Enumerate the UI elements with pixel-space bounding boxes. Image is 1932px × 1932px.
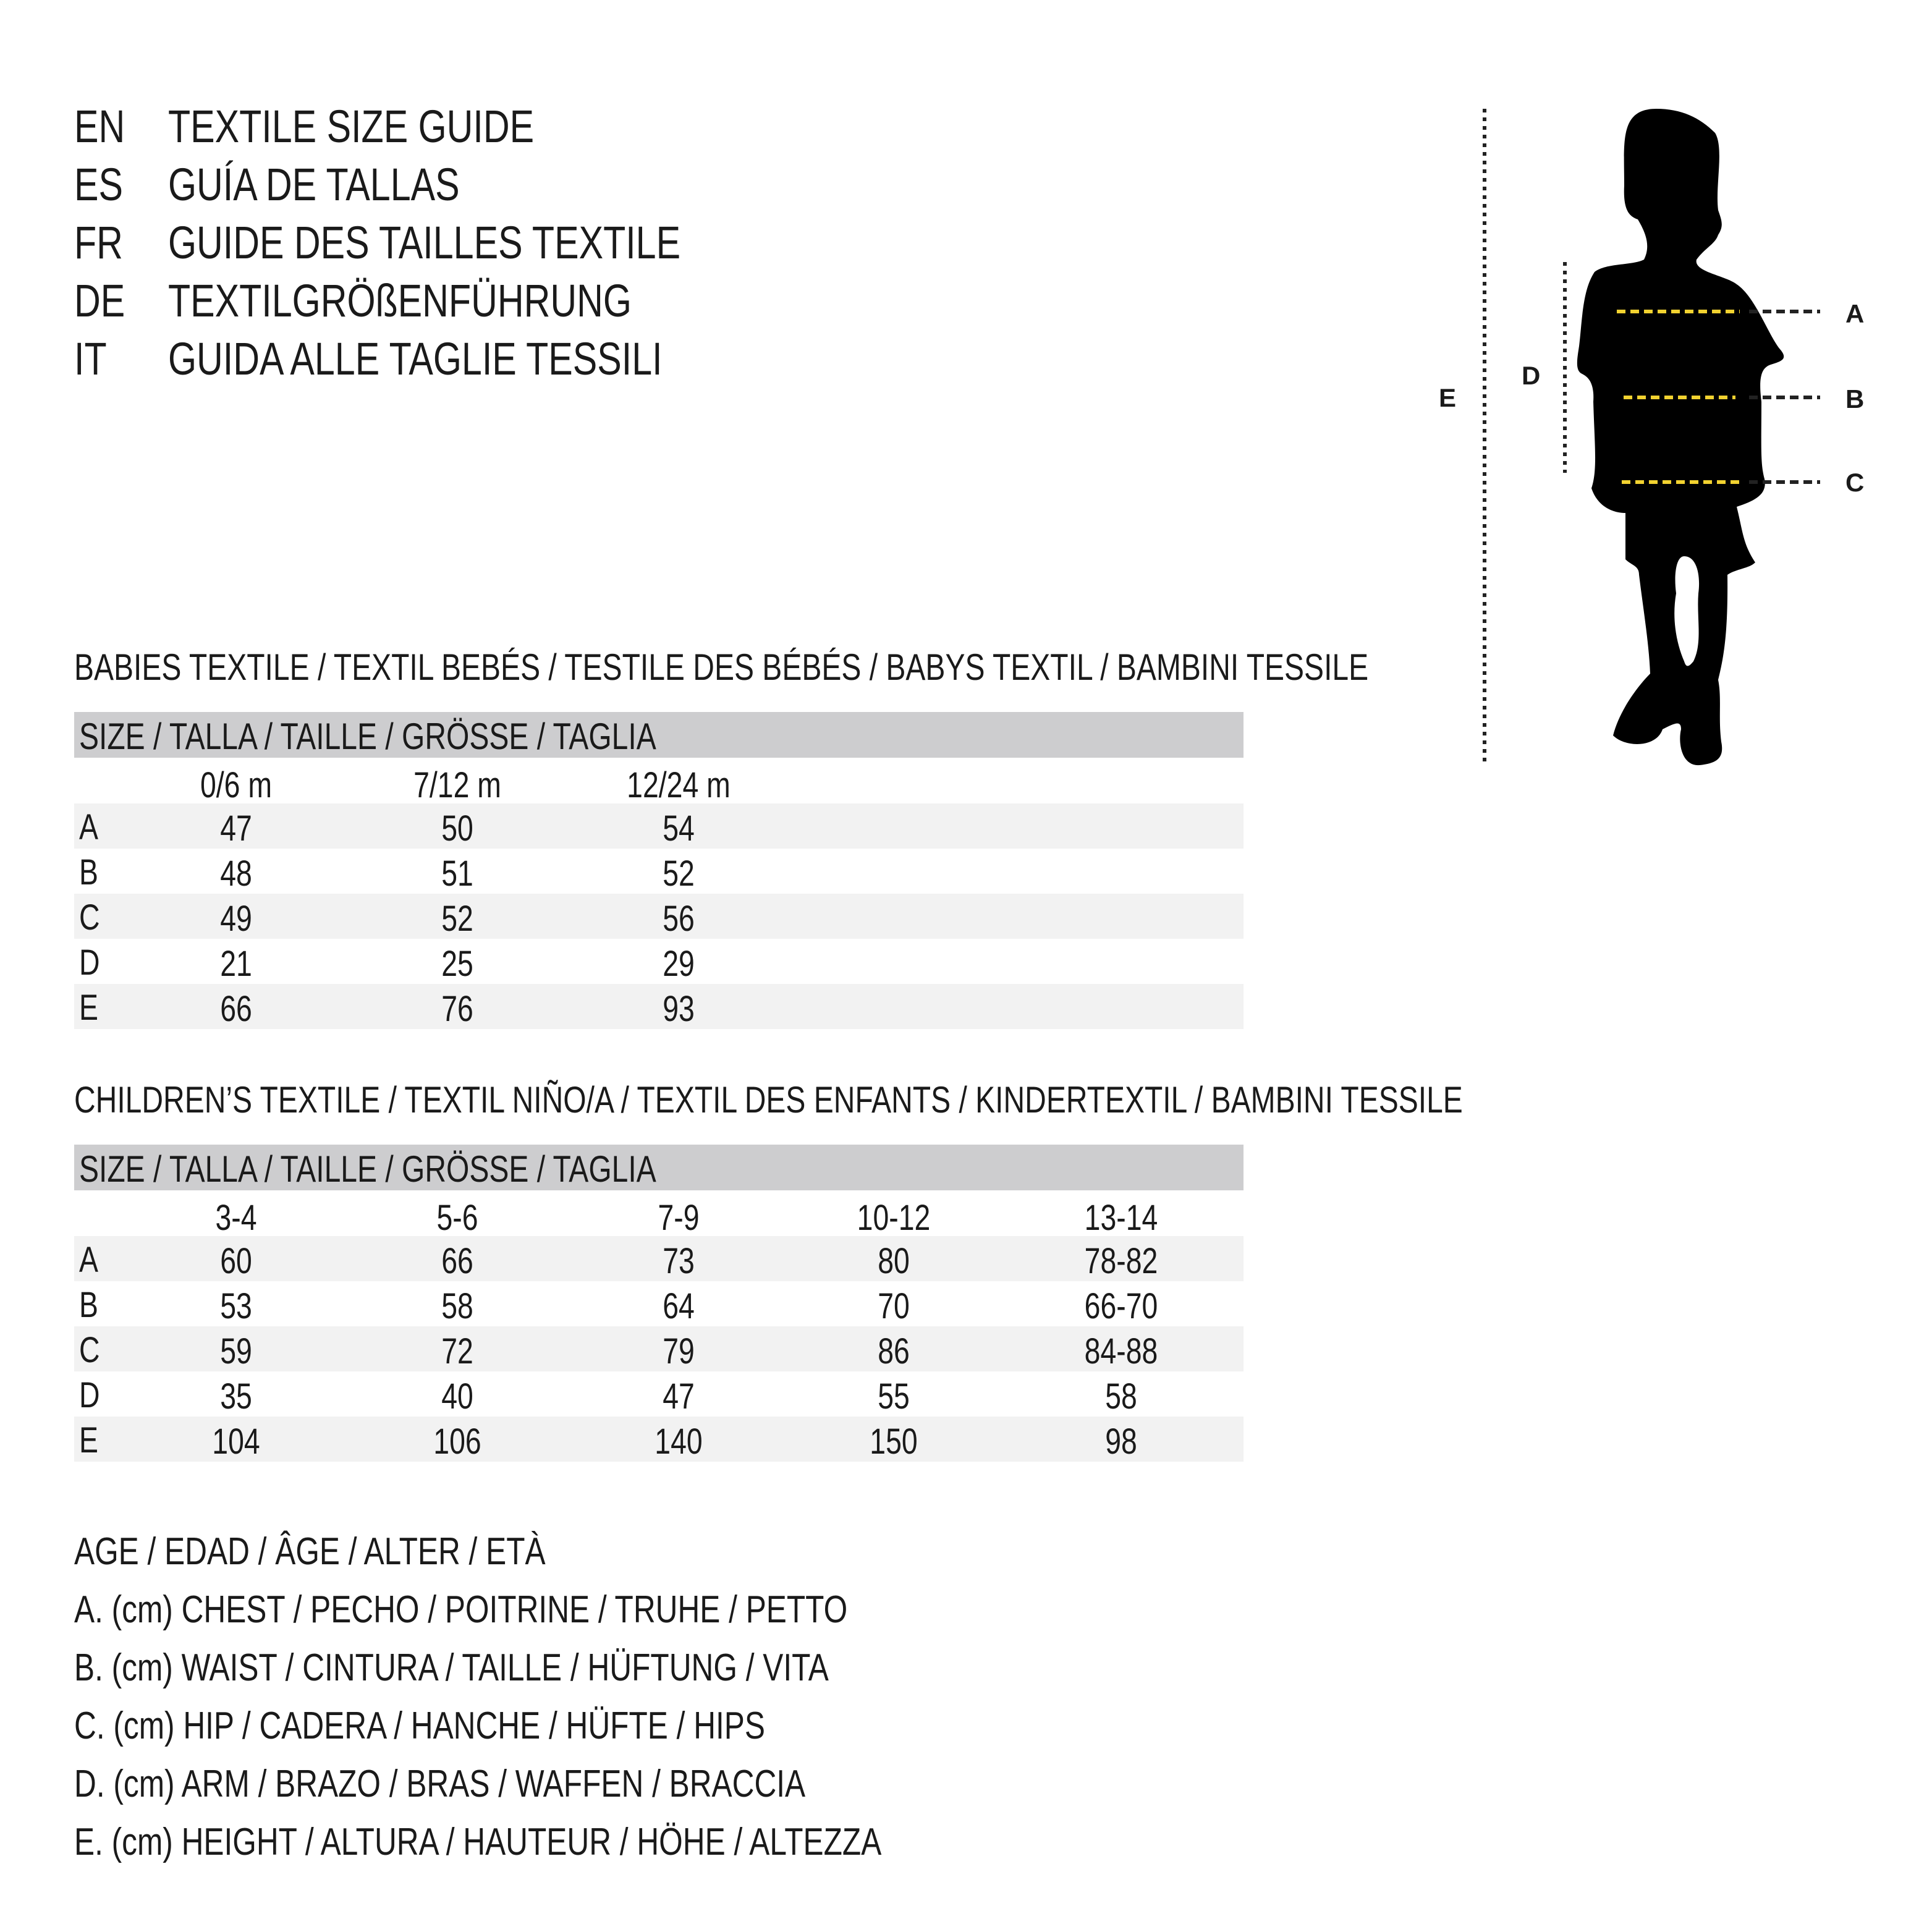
table-cell: 55 <box>878 1376 910 1417</box>
language-code: IT <box>74 333 107 384</box>
table-cell: 50 <box>441 808 473 849</box>
column-header: 0/6 m <box>200 765 273 805</box>
table-cell: 59 <box>220 1331 252 1371</box>
row-label: C <box>79 1330 100 1370</box>
label-c: C <box>1845 468 1865 497</box>
table-cell: 60 <box>220 1241 252 1281</box>
table-cell: 47 <box>220 808 252 849</box>
guide-title: GUÍA DE TALLAS <box>168 159 460 210</box>
table-cell: 66 <box>441 1241 473 1281</box>
size-header: SIZE / TALLA / TAILLE / GRÖSSE / TAGLIA <box>79 716 656 757</box>
row-label: E <box>79 988 98 1028</box>
table-cell: 40 <box>441 1376 473 1417</box>
table-cell: 52 <box>663 854 695 894</box>
table-cell: 79 <box>663 1331 695 1371</box>
table-cell: 58 <box>441 1286 473 1326</box>
row-label: B <box>79 852 98 892</box>
row-label: A <box>79 1240 98 1280</box>
table-row <box>74 803 1244 849</box>
column-header: 13-14 <box>1084 1198 1158 1238</box>
column-header: 3-4 <box>215 1198 257 1238</box>
table-cell: 49 <box>220 899 252 939</box>
table-cell: 72 <box>441 1331 473 1371</box>
table-cell: 56 <box>663 899 695 939</box>
legend-line: D. (cm) ARM / BRAZO / BRAS / WAFFEN / BR… <box>74 1763 806 1805</box>
table-cell: 54 <box>663 808 695 849</box>
row-label: D <box>79 943 100 983</box>
table-cell: 51 <box>441 854 473 894</box>
column-header: 7/12 m <box>413 765 501 805</box>
measure-lines <box>1617 310 1820 484</box>
legend-line: E. (cm) HEIGHT / ALTURA / HAUTEUR / HÖHE… <box>74 1821 882 1863</box>
table-cell: 140 <box>655 1421 703 1462</box>
silhouette-icon <box>1577 109 1784 766</box>
guide-title: TEXTILGRÖßENFÜHRUNG <box>168 275 632 326</box>
guide-title: TEXTILE SIZE GUIDE <box>168 101 535 152</box>
table-cell: 64 <box>663 1286 695 1326</box>
table-cell: 21 <box>220 944 252 984</box>
table-cell: 58 <box>1105 1376 1137 1417</box>
table-cell: 76 <box>441 989 473 1029</box>
size-header-bar <box>74 1145 1244 1190</box>
guide-title: GUIDE DES TAILLES TEXTILE <box>168 217 681 268</box>
language-code: DE <box>74 275 125 326</box>
legend-line: C. (cm) HIP / CADERA / HANCHE / HÜFTE / … <box>74 1705 765 1747</box>
guide-title: GUIDA ALLE TAGLIE TESSILI <box>168 333 663 384</box>
legend-line: A. (cm) CHEST / PECHO / POITRINE / TRUHE… <box>74 1588 848 1631</box>
section-heading: BABIES TEXTILE / TEXTIL BEBÉS / TESTILE … <box>74 646 1369 688</box>
table-cell: 86 <box>878 1331 910 1371</box>
table-cell: 70 <box>878 1286 910 1326</box>
legend-line: B. (cm) WAIST / CINTURA / TAILLE / HÜFTU… <box>74 1646 829 1689</box>
table-cell: 66-70 <box>1084 1286 1158 1326</box>
legend-line: AGE / EDAD / ÂGE / ALTER / ETÀ <box>74 1530 546 1573</box>
table-row <box>74 1417 1244 1462</box>
table-cell: 93 <box>663 989 695 1029</box>
table-cell: 25 <box>441 944 473 984</box>
table-cell: 84-88 <box>1084 1331 1158 1371</box>
table-row <box>74 984 1244 1029</box>
table-cell: 104 <box>212 1421 260 1462</box>
language-code: EN <box>74 101 125 152</box>
table-row <box>74 1326 1244 1371</box>
label-a: A <box>1845 299 1865 328</box>
row-label: B <box>79 1285 98 1325</box>
label-e: E <box>1439 383 1457 412</box>
row-label: C <box>79 897 100 938</box>
label-d: D <box>1522 361 1541 390</box>
table-cell: 35 <box>220 1376 252 1417</box>
column-header: 12/24 m <box>627 765 731 805</box>
table-cell: 78-82 <box>1084 1241 1158 1281</box>
language-code: FR <box>74 217 123 268</box>
column-header: 5-6 <box>436 1198 478 1238</box>
table-row <box>74 894 1244 939</box>
table-cell: 66 <box>220 989 252 1029</box>
table-cell: 106 <box>433 1421 481 1462</box>
table-cell: 53 <box>220 1286 252 1326</box>
table-cell: 73 <box>663 1241 695 1281</box>
row-label: A <box>79 807 98 847</box>
row-label: D <box>79 1375 100 1415</box>
table-cell: 80 <box>878 1241 910 1281</box>
label-b: B <box>1845 384 1865 413</box>
table-row <box>74 1236 1244 1281</box>
language-code: ES <box>74 159 123 210</box>
column-header: 7-9 <box>658 1198 700 1238</box>
table-cell: 48 <box>220 854 252 894</box>
size-header: SIZE / TALLA / TAILLE / GRÖSSE / TAGLIA <box>79 1148 656 1190</box>
table-cell: 52 <box>441 899 473 939</box>
table-cell: 29 <box>663 944 695 984</box>
size-header-bar <box>74 712 1244 758</box>
column-header: 10-12 <box>857 1198 931 1238</box>
table-cell: 150 <box>870 1421 918 1462</box>
row-label: E <box>79 1420 98 1460</box>
table-cell: 98 <box>1105 1421 1137 1462</box>
table-cell: 47 <box>663 1376 695 1417</box>
section-heading: CHILDREN’S TEXTILE / TEXTIL NIÑO/A / TEX… <box>74 1079 1463 1121</box>
